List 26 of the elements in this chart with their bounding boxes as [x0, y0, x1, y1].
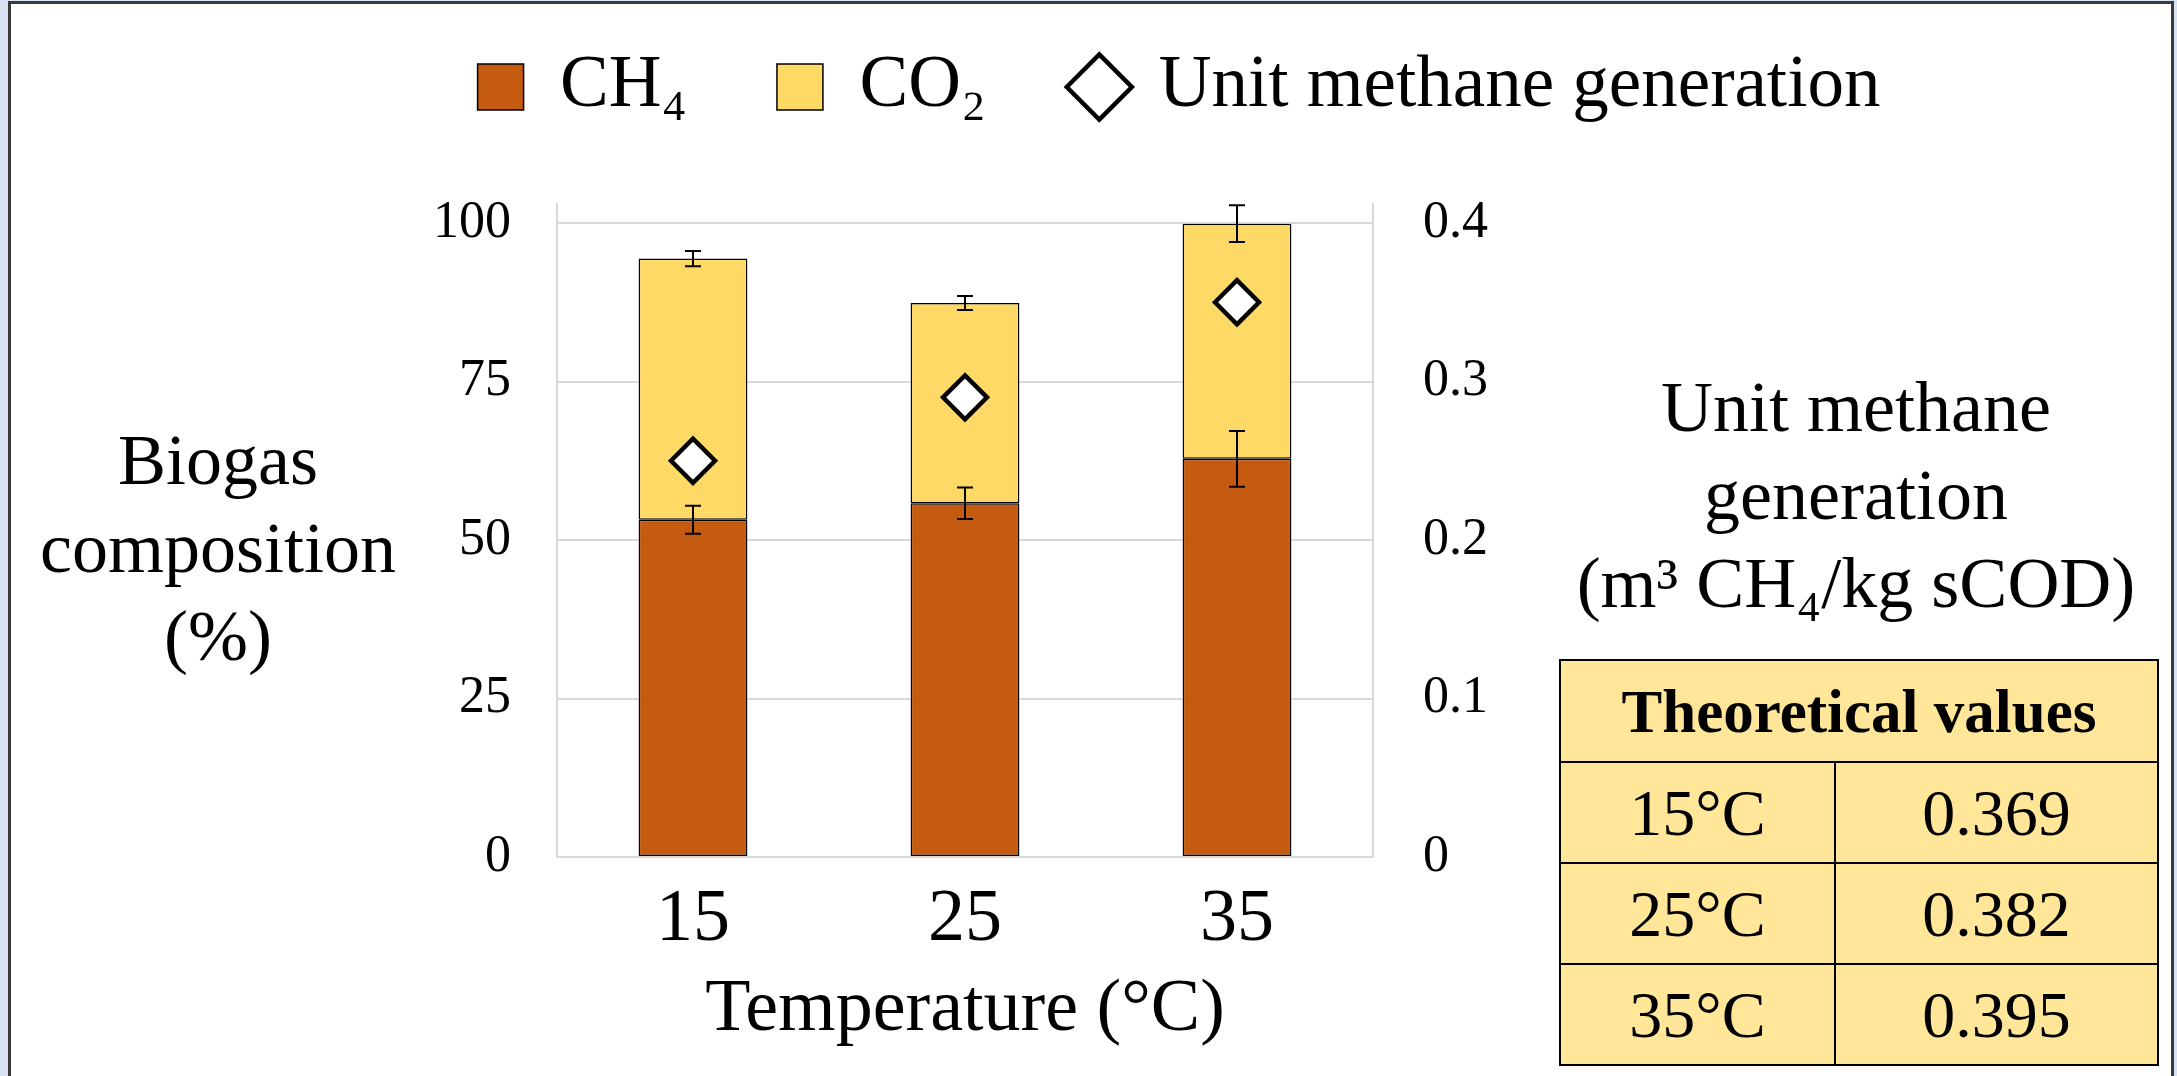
- legend-label: CH₄: [560, 41, 687, 123]
- y2-tick-label: 0: [1423, 824, 1449, 882]
- y2-axis-title: Unit methane generation (m³ CH₄/kg sCOD): [1575, 367, 2137, 625]
- y2-tick-label: 0.1: [1423, 666, 1488, 724]
- y-tick-label: 25: [459, 666, 511, 724]
- y-tick-label: 100: [433, 190, 511, 248]
- y-tick-label: 75: [459, 349, 511, 407]
- y2-tick-label: 0.4: [1423, 190, 1488, 248]
- x-tick-label: 15: [656, 873, 730, 956]
- y-tick-label: 50: [459, 507, 511, 565]
- text: Theoretical values: [1560, 660, 2158, 762]
- category-label: 35°C: [1560, 964, 1835, 1065]
- x-axis-title: Temperature (°C): [704, 963, 1226, 1048]
- category-label: 25°C: [1560, 863, 1835, 964]
- data-label: 0.395: [1835, 964, 2158, 1065]
- x-tick-label: 35: [1200, 873, 1274, 956]
- legend-label: CO₂: [859, 41, 987, 123]
- y2-tick-label: 0.2: [1423, 507, 1488, 565]
- y2-tick-label: 0.3: [1423, 349, 1488, 407]
- y-axis-title: Biogas composition (%): [39, 420, 397, 678]
- data-label: 0.382: [1835, 863, 2158, 964]
- legend-label: Unit methane generation: [1158, 41, 1881, 123]
- category-label: 15°C: [1560, 762, 1835, 863]
- y-tick-label: 0: [485, 824, 511, 882]
- x-tick-label: 25: [928, 873, 1002, 956]
- data-label: 0.369: [1835, 762, 2158, 863]
